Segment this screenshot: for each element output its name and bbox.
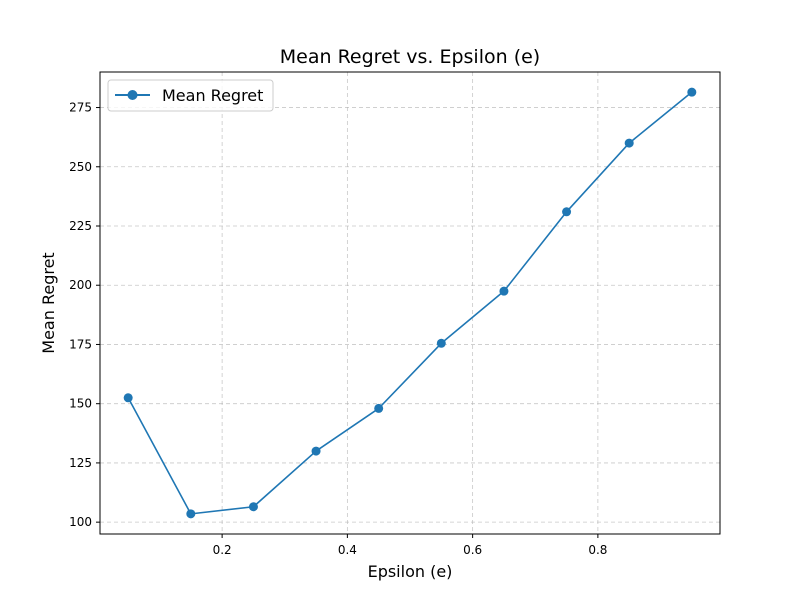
x-tick-label: 0.6 [463, 543, 482, 557]
series-layer [123, 87, 697, 519]
plot-frame [99, 71, 721, 535]
y-tick-label: 150 [69, 397, 92, 411]
data-point [186, 509, 196, 519]
axes: 0.2 0.4 0.6 0.8 100 125 150 175 200 225 250 275 [69, 71, 721, 557]
legend-marker [127, 90, 138, 100]
y-tick-label: 250 [69, 160, 92, 174]
y-tick-label: 275 [69, 101, 92, 115]
data-point [562, 207, 572, 217]
series-line [127, 91, 693, 515]
y-axis-label: Mean Regret [39, 252, 58, 353]
data-point [687, 87, 697, 97]
x-axis-label: Epsilon (e) [368, 562, 453, 581]
legend: Mean Regret [107, 79, 274, 112]
data-point [123, 393, 133, 403]
data-point [499, 286, 509, 296]
grid-lines [100, 72, 720, 534]
data-point [374, 403, 384, 413]
legend-box [107, 79, 274, 112]
y-tick-label: 100 [69, 515, 92, 529]
y-tick-label: 200 [69, 278, 92, 292]
data-point [436, 338, 446, 348]
x-tick-label: 0.2 [213, 543, 232, 557]
data-point [624, 138, 634, 148]
legend-label: Mean Regret [162, 86, 263, 105]
data-point [248, 502, 258, 512]
y-tick-label: 125 [69, 456, 92, 470]
chart-title: Mean Regret vs. Epsilon (e) [280, 46, 540, 68]
x-tick-label: 0.4 [338, 543, 357, 557]
data-point [311, 446, 321, 456]
y-tick-label: 175 [69, 337, 92, 351]
y-tick-label: 225 [69, 219, 92, 233]
x-tick-label: 0.8 [588, 543, 607, 557]
